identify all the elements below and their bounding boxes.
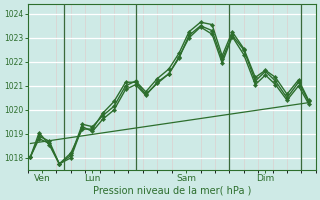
X-axis label: Pression niveau de la mer( hPa ): Pression niveau de la mer( hPa )	[92, 186, 251, 196]
